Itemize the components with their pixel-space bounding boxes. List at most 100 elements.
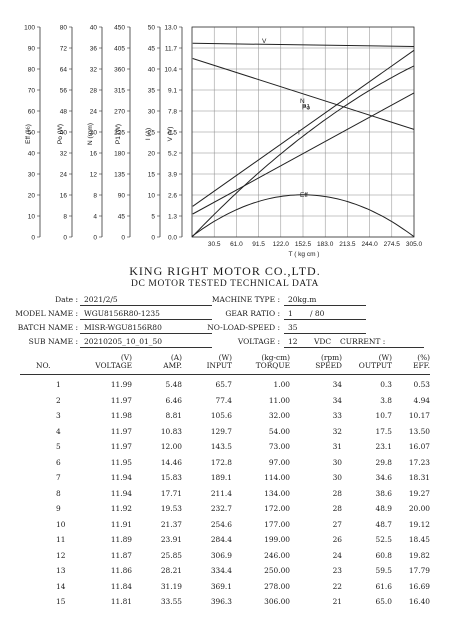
table-cell: 14.46 [160, 457, 182, 467]
axis-tick-label: 9.1 [168, 87, 177, 94]
axis-tick-label: 32 [90, 66, 98, 73]
table-cell: 250.00 [264, 566, 290, 576]
table-cell: 19.27 [408, 488, 430, 498]
table-cell: 48.7 [375, 519, 392, 529]
column-header: AMP. [163, 361, 182, 371]
axis-tick-label: 50 [28, 129, 36, 136]
date-label: Date : [55, 295, 78, 304]
x-tick-label: 30.5 [208, 241, 221, 248]
axis-tick-label: 0.0 [168, 234, 177, 241]
series-label: I [298, 130, 300, 137]
table-cell: 12.00 [160, 442, 182, 452]
table-cell: 28 [332, 504, 342, 514]
axis-tick-label: 20 [28, 192, 36, 199]
axis-title: P1 (W) [115, 124, 122, 144]
table-cell: 32 [332, 426, 342, 436]
series-label: P1 [302, 104, 310, 111]
table-cell: 1.00 [273, 380, 290, 390]
column-header: OUTPUT [358, 361, 392, 371]
table-cell: 33.55 [160, 597, 182, 607]
table-cell: 24 [332, 550, 342, 560]
row-number-cell: 9 [56, 504, 61, 514]
series-label: V [262, 38, 267, 45]
table-cell: 105.6 [210, 411, 232, 421]
table-cell: 18.45 [408, 535, 430, 545]
table-cell: 11.97 [110, 395, 132, 405]
axis-tick-label: 50 [148, 24, 156, 31]
axis-tick-label: 25 [148, 129, 156, 136]
x-tick-label: 122.0 [273, 241, 290, 248]
x-tick-label: 274.5 [384, 241, 401, 248]
table-cell: 25.85 [160, 550, 182, 560]
axis-tick-label: 13.0 [164, 24, 177, 31]
table-row: 2 11.97 6.46 77.4 11.00 34 3.8 4.94 [20, 392, 430, 408]
test-data-table: (V) (A) (W) (kg-cm) (rpm) (W) (%) NO. VO… [20, 353, 430, 609]
axis-tick-label: 40 [148, 66, 156, 73]
table-row: 10 11.91 21.37 254.6 177.00 27 48.7 19.12 [20, 516, 430, 532]
axis-tick-label: 16 [90, 150, 98, 157]
axis-tick-label: 12 [90, 171, 98, 178]
axis-tick-label: 15 [148, 171, 156, 178]
axis-tick-label: 270 [114, 108, 125, 115]
table-cell: 23.1 [375, 442, 392, 452]
machine-type-label: MACHINE TYPE : [211, 295, 280, 304]
table-row: 13 11.86 28.21 334.4 250.00 23 59.5 17.79 [20, 563, 430, 579]
row-number-cell: 7 [56, 473, 61, 483]
table-cell: 13.50 [408, 426, 430, 436]
table-cell: 65.0 [375, 597, 392, 607]
table-cell: 177.00 [264, 519, 290, 529]
column-header: TORQUE [255, 361, 290, 371]
batch-underline [80, 333, 212, 334]
axis-title: N (rpm) [87, 123, 94, 145]
table-cell: 73.00 [268, 442, 290, 452]
axis-tick-label: 225 [114, 129, 125, 136]
units-cell: (W) [218, 353, 232, 362]
table-cell: 32.00 [268, 411, 290, 421]
header-row: NO. VOLTAGE AMP. INPUT TORQUE SPEED OUTP… [20, 361, 430, 371]
table-cell: 11.99 [110, 380, 132, 390]
axis-tick-label: 7.8 [168, 108, 177, 115]
units-cell: (kg-cm) [261, 353, 290, 362]
company-name: KING RIGHT MOTOR CO.,LTD. [129, 264, 321, 278]
axis-tick-label: 3.9 [168, 171, 177, 178]
axis-tick-label: 5.2 [168, 150, 177, 157]
axis-tick-label: 11.7 [165, 45, 178, 52]
table-cell: 172.00 [264, 504, 290, 514]
table-cell: 8.81 [165, 411, 182, 421]
machine-type-underline [284, 305, 366, 306]
table-cell: 11.97 [110, 442, 132, 452]
axis-title: Po (W) [57, 124, 64, 144]
row-number-cell: 3 [56, 411, 61, 421]
x-tick-label: 61.0 [230, 241, 243, 248]
table-cell: 369.1 [210, 581, 232, 591]
series-line-n [192, 58, 415, 130]
axis-tick-label: 32 [60, 150, 68, 157]
no-load-speed-value: 35 [288, 323, 298, 332]
axis-tick-label: 56 [60, 87, 68, 94]
machine-type-value: 20kg.m [288, 295, 317, 304]
table-cell: 59.5 [375, 566, 392, 576]
table-row: 14 11.84 31.19 369.1 278.00 22 61.6 16.69 [20, 578, 430, 594]
table-cell: 19.82 [408, 550, 430, 560]
table-cell: 306.00 [264, 597, 290, 607]
table-cell: 34.6 [375, 473, 392, 483]
table-cell: 97.00 [268, 457, 290, 467]
row-number-cell: 13 [56, 566, 66, 576]
axis-tick-label: 30 [148, 108, 156, 115]
table-cell: 11.95 [110, 457, 132, 467]
table-cell: 61.6 [375, 581, 392, 591]
table-cell: 17.23 [408, 457, 430, 467]
table-row: 4 11.97 10.83 129.7 54.00 32 17.5 13.50 [20, 423, 430, 439]
gear-ratio-label: GEAR RATIO : [225, 309, 280, 318]
axis-tick-label: 6.5 [168, 129, 177, 136]
table-cell: 11.84 [110, 581, 132, 591]
table-cell: 4.94 [413, 395, 430, 405]
units-cell [20, 354, 82, 362]
axis-tick-label: 64 [60, 66, 68, 73]
table-cell: 38.6 [375, 488, 392, 498]
table-cell: 16.07 [408, 442, 430, 452]
axis-tick-label: 45 [118, 213, 126, 220]
axis-tick-label: 48 [60, 108, 68, 115]
row-number-cell: 6 [56, 457, 61, 467]
sub-underline [80, 347, 212, 348]
